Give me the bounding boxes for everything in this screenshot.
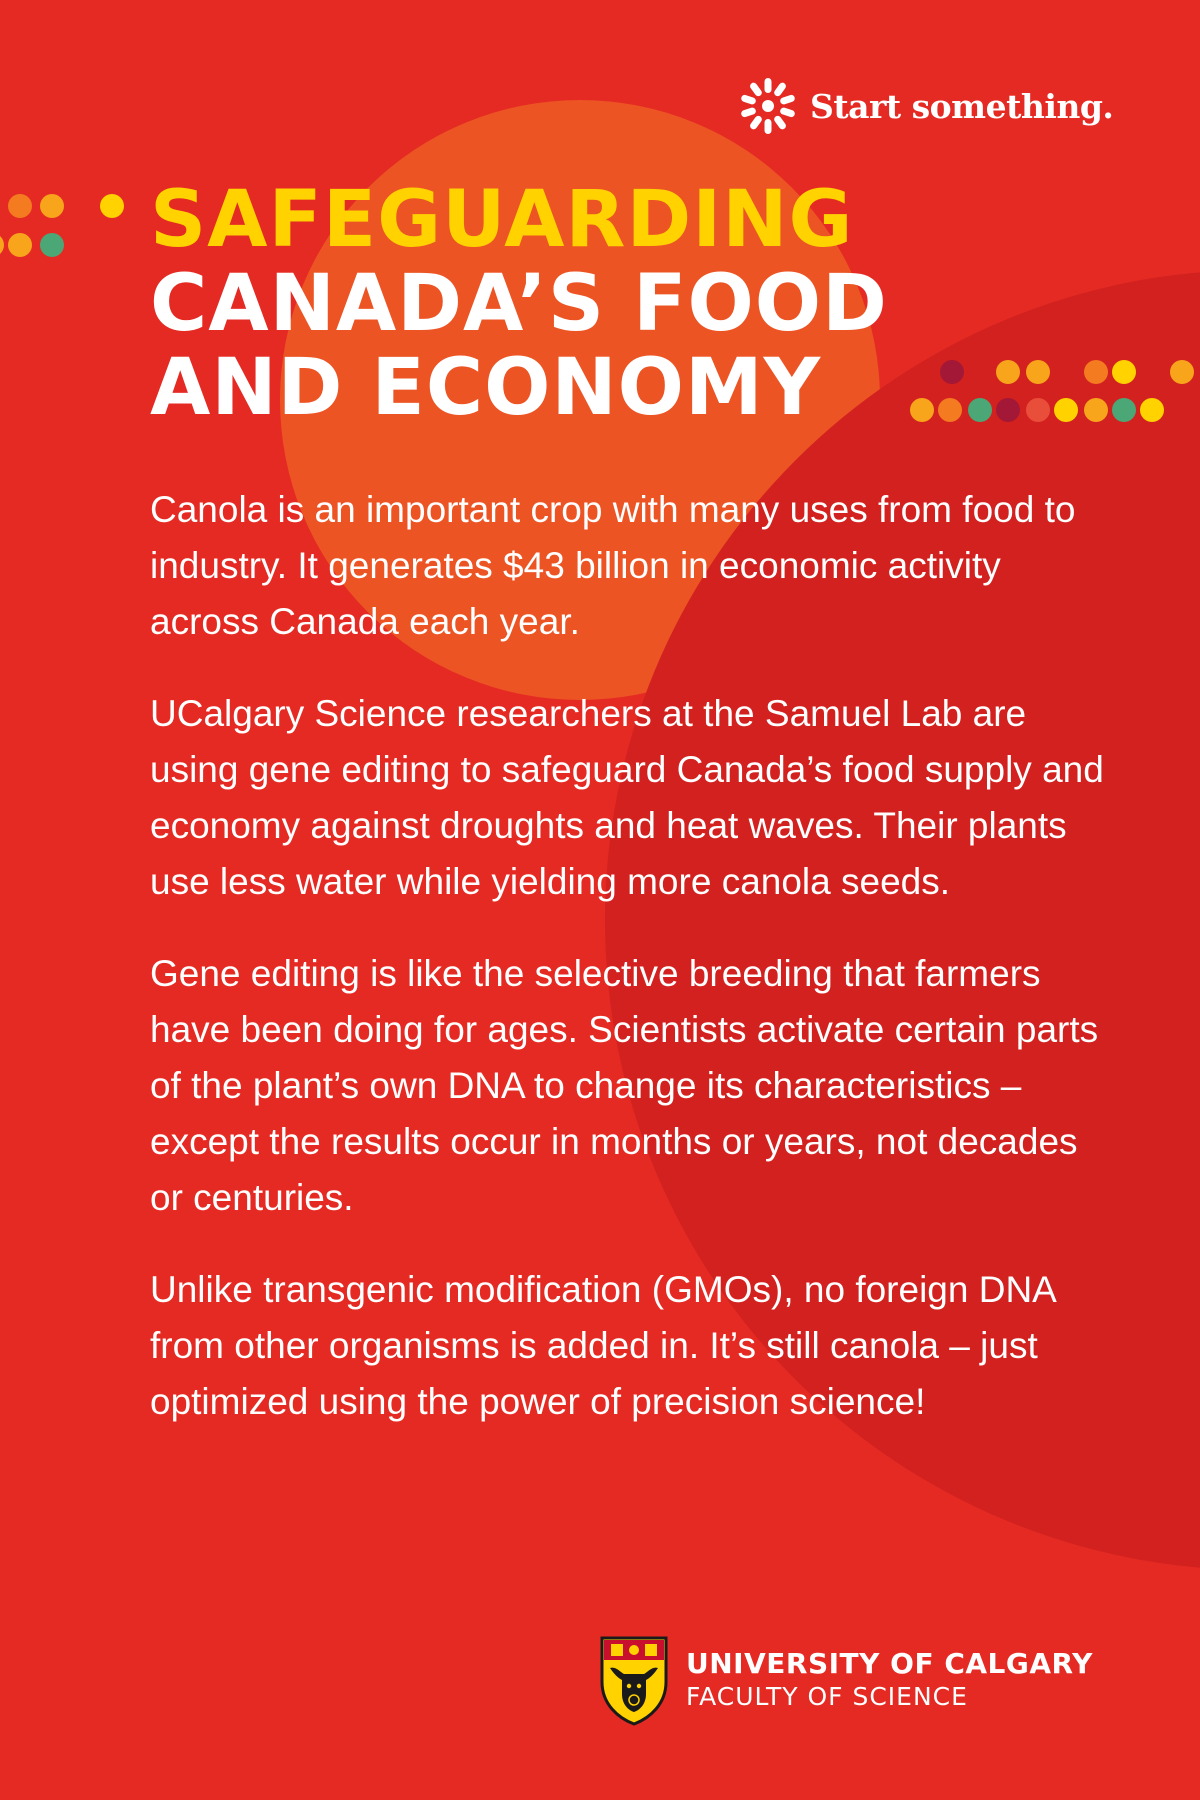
decorative-dot <box>1026 398 1050 422</box>
paragraph-4: Unlike transgenic modification (GMOs), n… <box>150 1269 1055 1422</box>
decorative-dot <box>0 233 4 257</box>
decorative-dot <box>938 398 962 422</box>
burst-arm <box>774 115 786 130</box>
headline-line-3: AND ECONOMY <box>150 343 822 433</box>
asterisk-burst-icon <box>741 78 795 134</box>
body-copy: Canola is an important crop with many us… <box>150 482 1110 1466</box>
faculty-name: FACULTY OF SCIENCE <box>686 1682 968 1711</box>
decorative-dot <box>1112 398 1136 422</box>
decorative-dot <box>100 194 124 218</box>
decorative-dot <box>40 233 64 257</box>
decorative-dot <box>996 360 1020 384</box>
burst-arm <box>741 107 756 118</box>
decorative-dot <box>910 398 934 422</box>
paragraph-1: Canola is an important crop with many us… <box>150 489 1076 642</box>
headline: SAFEGUARDING CANADA’S FOOD AND ECONOMY <box>150 178 888 430</box>
decorative-dot <box>8 194 32 218</box>
decorative-dot <box>8 233 32 257</box>
burst-arm <box>741 94 756 105</box>
decorative-dot <box>1112 360 1136 384</box>
decorative-dot <box>1026 360 1050 384</box>
decorative-dot <box>40 194 64 218</box>
tagline-text: Start something. <box>810 86 1114 126</box>
headline-line-2: CANADA’S FOOD <box>150 259 888 349</box>
university-crest-icon <box>600 1636 668 1726</box>
burst-arm <box>750 82 762 97</box>
burst-arm <box>780 107 795 118</box>
decorative-dot <box>1054 398 1078 422</box>
burst-arm <box>750 115 762 130</box>
decorative-dot <box>1170 360 1194 384</box>
decorative-dot <box>1084 360 1108 384</box>
brand-tagline: Start something. <box>738 76 1114 136</box>
headline-line-1: SAFEGUARDING <box>150 175 854 265</box>
decorative-dot <box>996 398 1020 422</box>
burst-arm <box>764 119 772 134</box>
university-name: UNIVERSITY OF CALGARY <box>686 1647 1093 1680</box>
decorative-dot <box>940 360 964 384</box>
logo-wordmark: UNIVERSITY OF CALGARY FACULTY OF SCIENCE <box>686 1647 1093 1713</box>
burst-arm <box>764 78 772 93</box>
burst-arm <box>774 82 786 97</box>
burst-arm <box>780 94 795 105</box>
university-logo: UNIVERSITY OF CALGARY FACULTY OF SCIENCE <box>598 1634 1093 1726</box>
decorative-dot <box>968 398 992 422</box>
decorative-dot <box>1140 398 1164 422</box>
decorative-dot <box>1084 398 1108 422</box>
paragraph-3: Gene editing is like the selective breed… <box>150 953 1099 1218</box>
paragraph-2: UCalgary Science researchers at the Samu… <box>150 693 1104 902</box>
